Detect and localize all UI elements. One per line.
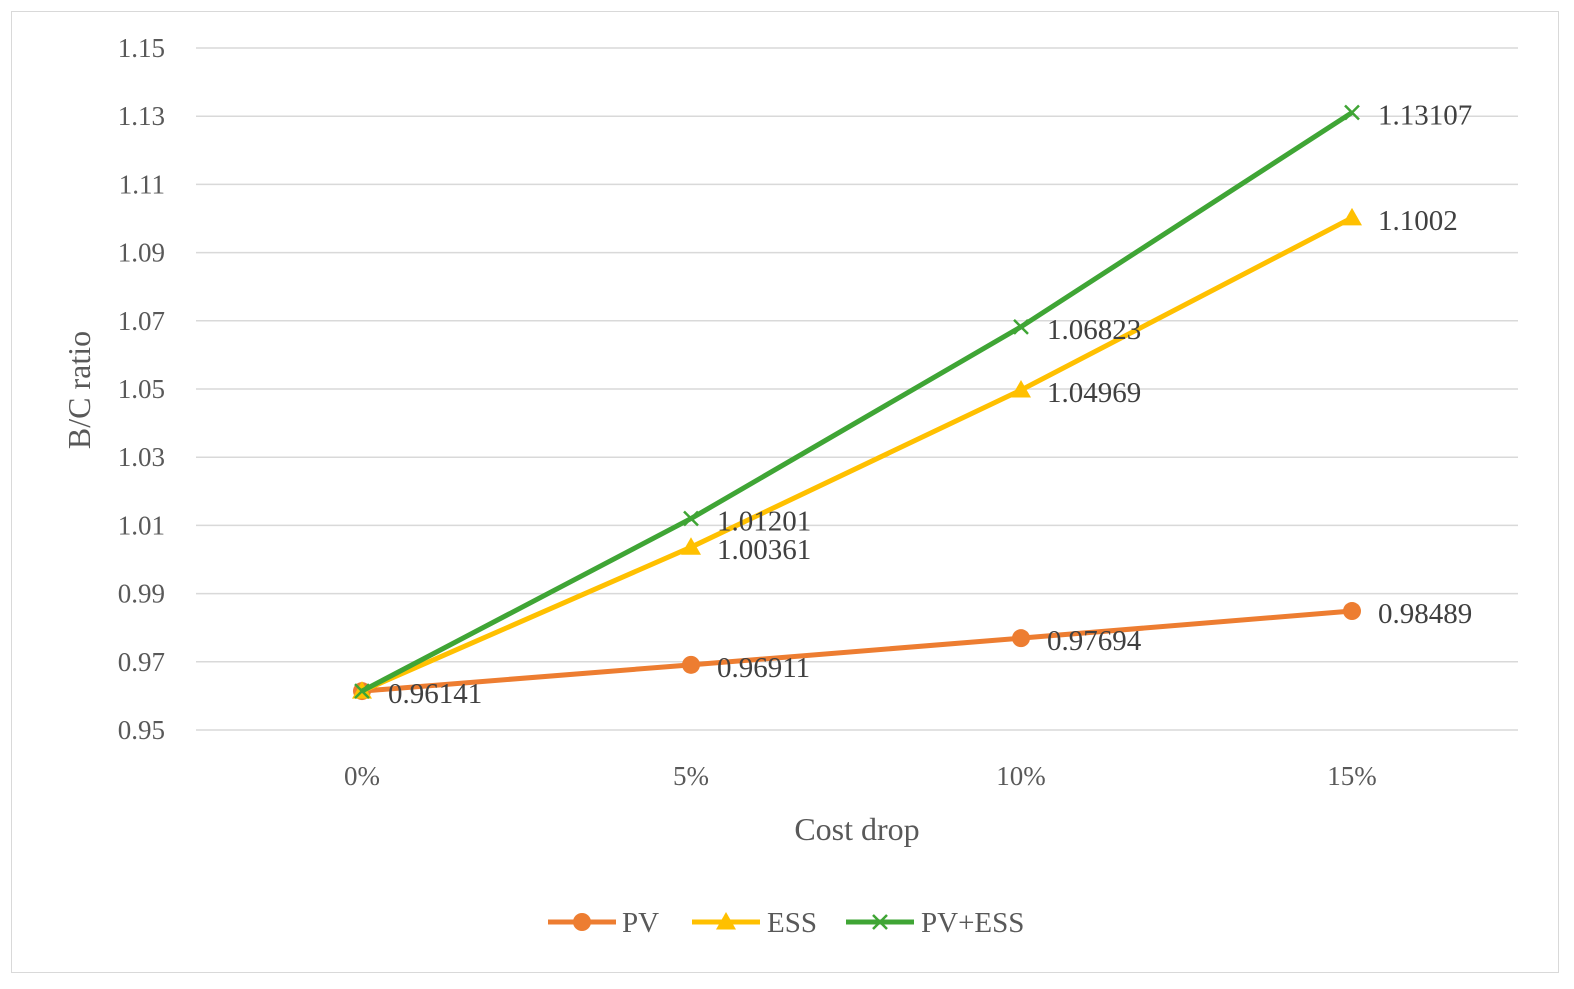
legend-label-pv: PV: [622, 907, 659, 939]
series-line-ess: [360, 215, 1354, 694]
legend: PV ESS PV+ESS: [548, 907, 1024, 939]
y-tick-label: 1.07: [118, 306, 165, 336]
y-tick-label: 1.03: [118, 442, 165, 472]
y-tick-label: 0.95: [118, 715, 165, 745]
y-tick-label: 1.09: [118, 238, 165, 268]
legend-label-pv-ess: PV+ESS: [921, 907, 1024, 939]
x-tick-label: 0%: [344, 761, 380, 791]
data-point-pv: [1012, 629, 1030, 648]
data-point-pv-ess: [1344, 104, 1360, 121]
x-axis-ticks: 0% 5% 10% 15%: [344, 761, 1377, 791]
data-label-pv-ess: 1.06823: [1047, 314, 1141, 346]
data-label-pv-ess: 1.13107: [1378, 100, 1472, 132]
data-label-ess: 1.00361: [717, 534, 811, 566]
gridlines: [196, 47, 1518, 731]
x-tick-label: 5%: [673, 761, 709, 791]
series-line-pv-ess: [360, 110, 1354, 694]
data-point-ess: [681, 537, 701, 555]
y-tick-label: 1.15: [118, 33, 165, 63]
data-label-pv-ess: 1.01201: [717, 506, 811, 538]
data-label-pv: 0.96911: [717, 652, 810, 684]
data-label-pv: 0.98489: [1378, 598, 1472, 630]
series-line-pv: [361, 608, 1353, 694]
legend-marker-ess: [716, 912, 736, 930]
chart-frame: [11, 11, 1559, 973]
data-label-ess: 1.04969: [1047, 377, 1141, 409]
y-tick-label: 0.97: [118, 647, 165, 677]
y-axis-title: B/C ratio: [61, 331, 97, 449]
y-tick-label: 1.11: [119, 169, 165, 199]
legend-marker-pv-ess: [872, 914, 888, 930]
y-tick-label: 1.01: [118, 510, 165, 540]
y-tick-label: 1.05: [118, 374, 165, 404]
legend-label-ess: ESS: [767, 907, 817, 939]
x-tick-label: 15%: [1327, 761, 1377, 791]
y-tick-label: 0.99: [118, 579, 165, 609]
data-point-pv-ess: [354, 683, 370, 699]
y-tick-label: 1.13: [118, 101, 165, 131]
data-label-ess: 1.1002: [1378, 205, 1458, 237]
series-lines: [352, 104, 1362, 701]
data-point-pv-ess: [683, 510, 699, 527]
data-point-pv: [682, 655, 700, 674]
x-tick-label: 10%: [996, 761, 1046, 791]
data-labels: 0.96141 0.96911 0.97694 0.98489 1.00361 1.049…: [388, 100, 1472, 711]
x-axis-title: Cost drop: [794, 811, 919, 847]
data-label-pv: 0.97694: [1047, 625, 1142, 657]
data-point-pv: [1343, 602, 1361, 621]
y-axis-ticks: 0.95 0.97 0.99 1.01 1.03 1.05 1.07 1.09 1.11 1.13…: [118, 33, 165, 745]
data-point-ess: [1342, 207, 1362, 226]
data-label-pv: 0.96141: [388, 678, 482, 710]
legend-marker-pv: [573, 913, 591, 931]
data-point-pv-ess: [1013, 318, 1029, 335]
data-point-ess: [1011, 380, 1031, 398]
